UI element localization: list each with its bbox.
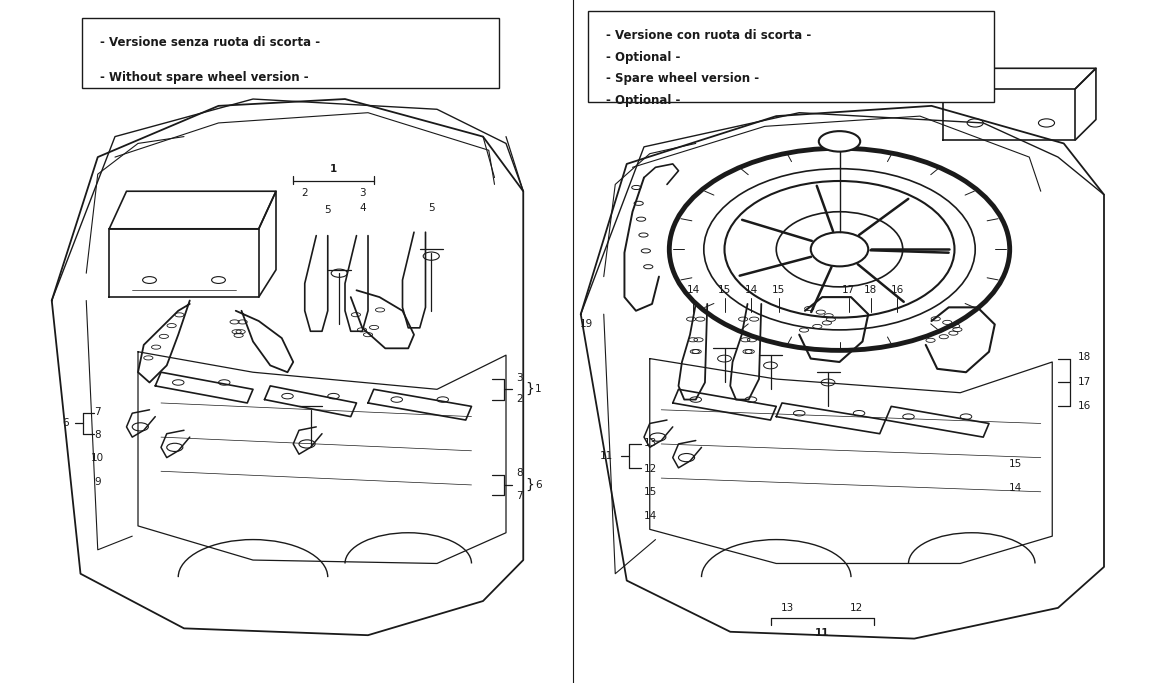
Ellipse shape <box>819 131 860 152</box>
Text: 5: 5 <box>324 206 331 215</box>
Text: 10: 10 <box>91 453 105 462</box>
Text: - Versione con ruota di scorta -: - Versione con ruota di scorta - <box>606 29 811 42</box>
Text: 3: 3 <box>359 188 366 197</box>
Text: 3: 3 <box>516 373 523 382</box>
Text: 16: 16 <box>890 285 904 295</box>
Text: 5: 5 <box>428 204 435 213</box>
Text: 7: 7 <box>94 407 101 417</box>
Text: 2: 2 <box>516 394 523 404</box>
Text: 6: 6 <box>62 419 69 428</box>
Text: 13: 13 <box>644 438 658 447</box>
Text: 15: 15 <box>1009 460 1022 469</box>
Text: 1: 1 <box>330 165 337 174</box>
Text: - Optional -: - Optional - <box>606 51 681 64</box>
Text: 4: 4 <box>359 204 366 213</box>
Text: 19: 19 <box>580 320 593 329</box>
Text: 8: 8 <box>94 430 101 440</box>
Text: 13: 13 <box>781 603 795 613</box>
Text: - Optional -: - Optional - <box>606 94 681 107</box>
Text: 16: 16 <box>1078 402 1091 411</box>
Text: - Without spare wheel version -: - Without spare wheel version - <box>100 71 308 84</box>
Text: }: } <box>526 478 535 492</box>
Text: 17: 17 <box>842 285 856 295</box>
Text: 12: 12 <box>850 603 864 613</box>
Text: }: } <box>526 382 535 396</box>
Text: 14: 14 <box>687 285 700 295</box>
Text: 18: 18 <box>864 285 877 295</box>
Text: 11: 11 <box>599 451 613 460</box>
Ellipse shape <box>811 232 868 266</box>
Text: 18: 18 <box>1078 352 1091 362</box>
Text: 15: 15 <box>644 487 658 497</box>
FancyBboxPatch shape <box>588 11 994 102</box>
Text: - Versione senza ruota di scorta -: - Versione senza ruota di scorta - <box>100 36 320 48</box>
Text: 8: 8 <box>516 469 523 478</box>
Text: 7: 7 <box>516 491 523 501</box>
Text: 12: 12 <box>644 464 658 473</box>
Text: 15: 15 <box>772 285 785 295</box>
Text: 14: 14 <box>644 511 658 520</box>
Text: 11: 11 <box>815 628 829 638</box>
Text: - Spare wheel version -: - Spare wheel version - <box>606 72 759 85</box>
Text: 9: 9 <box>94 477 101 486</box>
Text: 1: 1 <box>535 385 542 394</box>
Text: 6: 6 <box>535 480 542 490</box>
Text: 15: 15 <box>718 285 731 295</box>
Text: 14: 14 <box>744 285 758 295</box>
Text: 14: 14 <box>1009 484 1022 493</box>
Text: 17: 17 <box>1078 378 1091 387</box>
Text: 2: 2 <box>301 188 308 197</box>
FancyBboxPatch shape <box>82 18 499 88</box>
